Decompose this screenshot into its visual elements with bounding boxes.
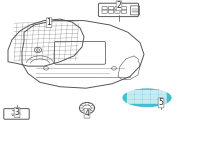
FancyBboxPatch shape bbox=[127, 100, 134, 104]
FancyBboxPatch shape bbox=[143, 95, 150, 99]
FancyBboxPatch shape bbox=[159, 95, 166, 99]
FancyBboxPatch shape bbox=[159, 90, 166, 94]
FancyBboxPatch shape bbox=[127, 95, 134, 99]
FancyBboxPatch shape bbox=[151, 95, 158, 99]
FancyBboxPatch shape bbox=[135, 90, 142, 94]
Text: 3: 3 bbox=[15, 108, 19, 117]
FancyBboxPatch shape bbox=[159, 100, 166, 104]
Text: 5: 5 bbox=[159, 98, 163, 107]
Ellipse shape bbox=[123, 89, 171, 107]
Text: 4: 4 bbox=[85, 109, 89, 118]
Text: 2: 2 bbox=[117, 1, 121, 10]
FancyBboxPatch shape bbox=[143, 100, 150, 104]
FancyBboxPatch shape bbox=[135, 100, 142, 104]
FancyBboxPatch shape bbox=[151, 100, 158, 104]
Text: 1: 1 bbox=[47, 18, 51, 27]
FancyBboxPatch shape bbox=[135, 95, 142, 99]
FancyBboxPatch shape bbox=[127, 90, 134, 94]
FancyBboxPatch shape bbox=[143, 90, 150, 94]
FancyBboxPatch shape bbox=[151, 90, 158, 94]
